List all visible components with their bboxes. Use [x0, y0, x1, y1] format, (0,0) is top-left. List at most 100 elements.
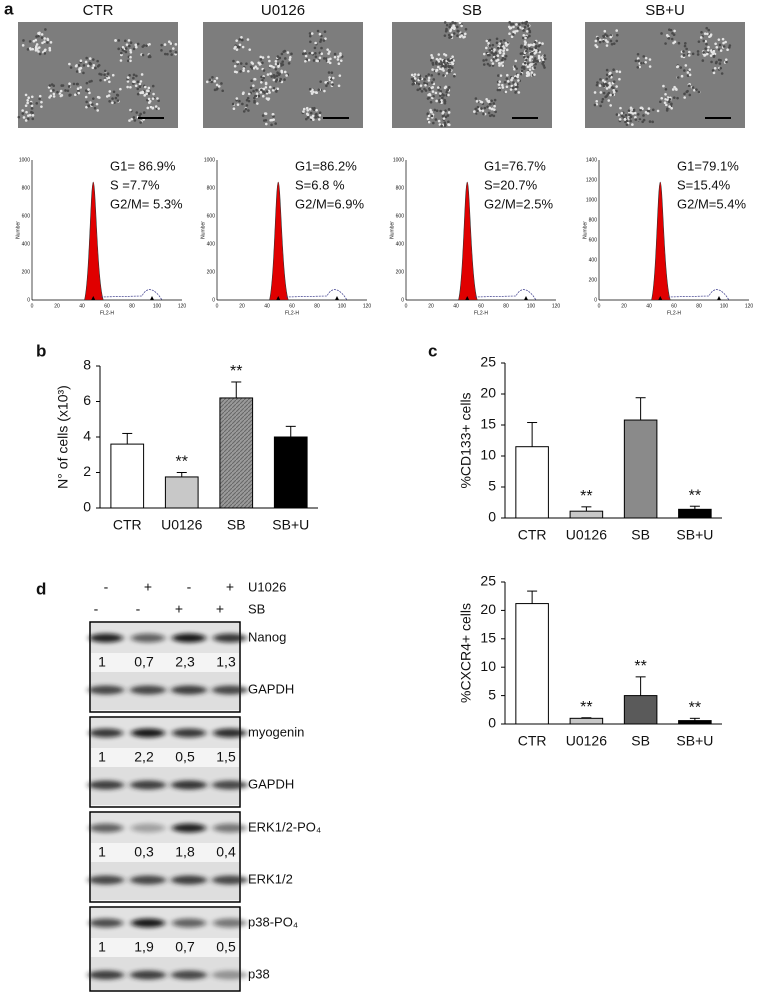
cell — [437, 119, 441, 123]
cell — [609, 39, 613, 43]
cell — [528, 59, 532, 62]
hist-y-label: Number — [200, 221, 206, 239]
cell — [163, 43, 167, 46]
cell — [129, 55, 132, 59]
cell — [38, 97, 41, 101]
cell — [526, 24, 530, 27]
cell — [533, 41, 537, 44]
cell — [474, 97, 478, 100]
cell — [136, 92, 140, 96]
x-tick-label: CTR — [518, 527, 547, 543]
hist-x-tick-label: 20 — [54, 303, 60, 309]
cell — [309, 40, 312, 44]
cell — [627, 109, 631, 112]
cell — [530, 55, 534, 59]
cell — [680, 55, 684, 58]
cell — [275, 90, 278, 93]
treatment-sign: - — [94, 601, 99, 617]
cell — [634, 116, 637, 119]
target-band — [172, 633, 206, 643]
cell — [449, 35, 453, 39]
cell — [416, 88, 420, 92]
x-tick-label: CTR — [113, 517, 142, 533]
cell — [245, 98, 249, 102]
cell — [74, 93, 77, 96]
target-band — [131, 823, 165, 833]
cell — [711, 69, 715, 72]
cell — [498, 88, 502, 92]
cell — [30, 95, 34, 99]
cell — [417, 73, 420, 77]
cell — [260, 80, 263, 84]
cell — [720, 72, 724, 75]
cell — [136, 87, 140, 91]
cell — [40, 36, 44, 39]
cell — [114, 39, 117, 42]
cell — [450, 61, 454, 64]
hist-x-tick-label: 20 — [621, 303, 627, 309]
cell — [456, 25, 459, 29]
cell — [519, 72, 523, 76]
cell — [325, 84, 328, 88]
cell — [521, 52, 524, 55]
hist-y-tick-label: 400 — [22, 241, 31, 247]
cell — [126, 76, 130, 79]
cell — [151, 97, 155, 100]
cell — [536, 60, 540, 63]
cell — [166, 52, 169, 56]
cell — [256, 102, 259, 105]
cell — [434, 118, 438, 121]
cell — [705, 52, 709, 56]
cell — [665, 34, 669, 37]
cell — [637, 59, 640, 63]
cell — [304, 52, 307, 55]
cell — [515, 67, 518, 70]
target-band — [89, 918, 123, 928]
cell — [704, 40, 708, 43]
cell — [135, 74, 138, 78]
cell — [599, 78, 602, 81]
cell — [324, 81, 327, 84]
cell — [712, 49, 716, 53]
cell — [458, 21, 462, 25]
cell — [116, 94, 120, 97]
cell — [673, 40, 677, 44]
quantification: 1,5 — [216, 749, 236, 765]
cell — [447, 33, 451, 37]
cell — [445, 23, 449, 27]
cell — [30, 104, 34, 108]
cell — [502, 49, 505, 53]
cell — [717, 48, 721, 51]
cell — [85, 100, 88, 104]
cell — [314, 52, 317, 55]
cell — [542, 64, 546, 67]
target-band — [89, 823, 123, 833]
cell — [265, 90, 269, 93]
cell — [141, 53, 145, 57]
cell — [26, 117, 30, 121]
cell — [535, 49, 538, 52]
cell — [413, 73, 417, 76]
cell — [270, 75, 273, 78]
cell — [301, 52, 305, 56]
cell — [129, 41, 133, 45]
cell — [444, 65, 447, 68]
target-band — [172, 918, 206, 928]
bar — [273, 436, 308, 509]
cell — [328, 61, 332, 65]
cell — [612, 68, 615, 72]
cell — [48, 96, 51, 99]
s-phase — [100, 289, 163, 301]
cell — [522, 34, 526, 37]
cell — [514, 87, 518, 91]
cell — [713, 66, 717, 70]
bar — [623, 419, 658, 519]
cell — [451, 55, 454, 58]
cell — [518, 26, 522, 29]
cell — [500, 43, 503, 46]
cell — [412, 82, 415, 85]
cell — [435, 99, 438, 103]
cell — [77, 64, 81, 67]
cell — [610, 42, 614, 46]
cell — [717, 38, 721, 41]
